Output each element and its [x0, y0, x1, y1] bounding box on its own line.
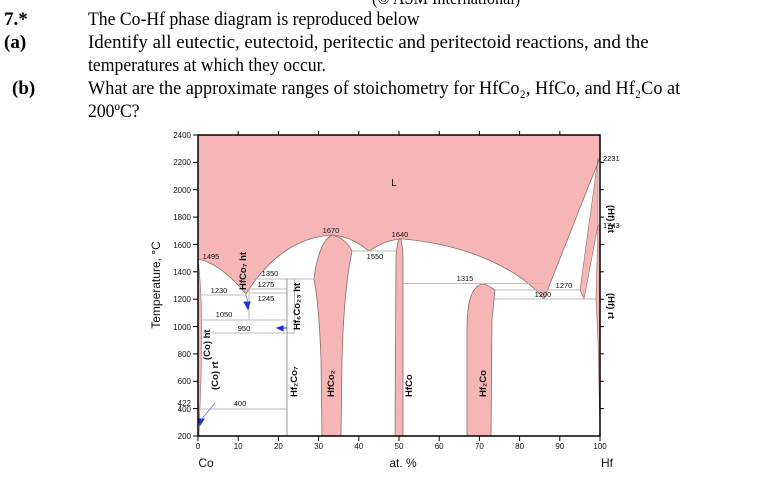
arrow-icon: [197, 418, 205, 427]
hfco-region: [394, 238, 404, 437]
svg-text:90: 90: [555, 442, 564, 451]
svg-text:60: 60: [435, 442, 444, 451]
svg-text:80: 80: [515, 442, 524, 451]
svg-text:Hf₆Co₂₃ ht: Hf₆Co₂₃ ht: [292, 282, 303, 330]
svg-text:Hf₂Co: Hf₂Co: [478, 370, 489, 397]
question-intro: The Co-Hf phase diagram is reproduced be…: [88, 9, 420, 30]
x-right-label: Hf: [601, 456, 614, 470]
svg-text:600: 600: [178, 377, 192, 386]
part-b-line1: What are the approximate ranges of stoic…: [88, 78, 681, 99]
svg-text:50: 50: [395, 442, 404, 451]
svg-text:1000: 1000: [173, 323, 191, 332]
svg-text:950: 950: [238, 324, 251, 333]
svg-text:1495: 1495: [203, 252, 220, 261]
svg-text:100: 100: [593, 442, 607, 451]
svg-text:(Hf) rt: (Hf) rt: [605, 293, 616, 320]
svg-text:(Co) ht: (Co) ht: [202, 329, 213, 360]
svg-text:1270: 1270: [556, 281, 573, 290]
svg-text:1550: 1550: [367, 252, 384, 261]
svg-text:(Hf) ht: (Hf) ht: [605, 205, 616, 234]
svg-text:422: 422: [178, 399, 192, 408]
svg-text:10: 10: [234, 442, 243, 451]
svg-text:HfCo₂: HfCo₂: [326, 370, 337, 397]
svg-text:1640: 1640: [392, 230, 409, 239]
question-number: 7.*: [4, 9, 28, 30]
tie-lines: [200, 250, 596, 436]
svg-text:(Co) rt: (Co) rt: [210, 361, 221, 390]
svg-text:2200: 2200: [173, 158, 191, 167]
svg-text:2400: 2400: [173, 131, 191, 140]
liquid-label: L: [391, 178, 397, 189]
invariant-temperature-labels: 1495 1230 1275 1245 1350 1050 950 400 16…: [203, 226, 573, 408]
y-axis-label: Temperature, °C: [149, 241, 163, 329]
svg-text:1315: 1315: [457, 274, 474, 283]
hf2co-region: [466, 283, 496, 437]
svg-text:1670: 1670: [323, 226, 340, 235]
svg-text:1600: 1600: [173, 241, 191, 250]
arrow-icon: [275, 325, 284, 332]
svg-text:0: 0: [196, 442, 201, 451]
svg-text:1800: 1800: [173, 213, 191, 222]
svg-text:400: 400: [234, 399, 247, 408]
svg-text:1400: 1400: [173, 268, 191, 277]
copyright-credit: (© ASM International): [372, 0, 520, 9]
y-axis-ticks: [193, 134, 604, 437]
x-axis-label: at. %: [389, 456, 417, 470]
part-a-line2: temperatures at which they occur.: [88, 55, 326, 76]
x-axis-ticks: [197, 131, 601, 441]
svg-text:20: 20: [274, 442, 283, 451]
svg-text:1050: 1050: [216, 310, 233, 319]
svg-text:30: 30: [314, 442, 323, 451]
phase-labels: (Co) ht (Co) rt HfCo₇ ht Hf₂Co₇ Hf₆Co₂₃ …: [202, 205, 616, 397]
x-tick-labels: 0 10 20 30 40 50 60 70 80 90 100: [196, 442, 607, 451]
part-b-line2: 200ºC?: [88, 101, 140, 122]
svg-text:1200: 1200: [173, 295, 191, 304]
svg-text:400: 400: [178, 405, 192, 414]
svg-text:HfCo: HfCo: [404, 374, 415, 397]
svg-text:1245: 1245: [258, 294, 275, 303]
co-solid-solution-region: [197, 258, 202, 437]
hfco2-region: [313, 234, 353, 437]
svg-text:2000: 2000: [173, 186, 191, 195]
hf-transition-label: 1743: [603, 221, 620, 230]
part-a-line1: Identify all eutectic, eutectoid, perite…: [88, 32, 649, 53]
svg-text:70: 70: [475, 442, 484, 451]
arrow-markers: [197, 294, 287, 427]
part-b-label: (b): [12, 78, 36, 99]
hf-melting-label: 2231: [603, 154, 620, 163]
part-a-label: (a): [4, 32, 27, 53]
liquid-region: [197, 134, 601, 300]
svg-text:200: 200: [178, 432, 192, 441]
svg-text:1230: 1230: [211, 286, 228, 295]
svg-text:800: 800: [178, 350, 192, 359]
svg-text:Hf₂Co₇: Hf₂Co₇: [289, 366, 300, 397]
y-tick-labels: 200 400 422 600 800 1000 1200 1400 1600 …: [173, 131, 191, 441]
svg-text:40: 40: [354, 442, 363, 451]
svg-text:HfCo₇ ht: HfCo₇ ht: [238, 251, 249, 290]
svg-text:1200: 1200: [535, 290, 552, 299]
svg-text:1275: 1275: [258, 280, 275, 289]
arrow-icon: [243, 301, 251, 311]
svg-text:1350: 1350: [262, 269, 279, 278]
x-left-label: Co: [198, 456, 214, 470]
